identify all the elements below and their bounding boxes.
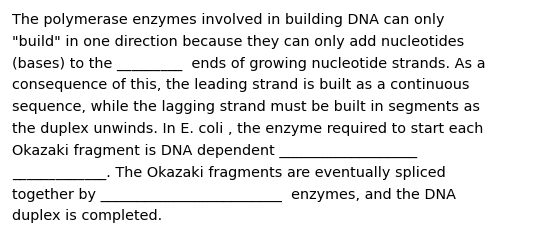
Text: (bases) to the _________  ends of growing nucleotide strands. As a: (bases) to the _________ ends of growing… — [12, 56, 485, 70]
Text: sequence, while the lagging strand must be built in segments as: sequence, while the lagging strand must … — [12, 100, 480, 114]
Text: together by _________________________  enzymes, and the DNA: together by _________________________ en… — [12, 187, 456, 201]
Text: The polymerase enzymes involved in building DNA can only: The polymerase enzymes involved in build… — [12, 13, 445, 27]
Text: "build" in one direction because they can only add nucleotides: "build" in one direction because they ca… — [12, 35, 464, 48]
Text: duplex is completed.: duplex is completed. — [12, 208, 162, 222]
Text: consequence of this, the leading strand is built as a continuous: consequence of this, the leading strand … — [12, 78, 469, 92]
Text: the duplex unwinds. In E. coli , the enzyme required to start each: the duplex unwinds. In E. coli , the enz… — [12, 122, 483, 136]
Text: Okazaki fragment is DNA dependent ___________________: Okazaki fragment is DNA dependent ______… — [12, 143, 417, 157]
Text: _____________. The Okazaki fragments are eventually spliced: _____________. The Okazaki fragments are… — [12, 165, 446, 179]
